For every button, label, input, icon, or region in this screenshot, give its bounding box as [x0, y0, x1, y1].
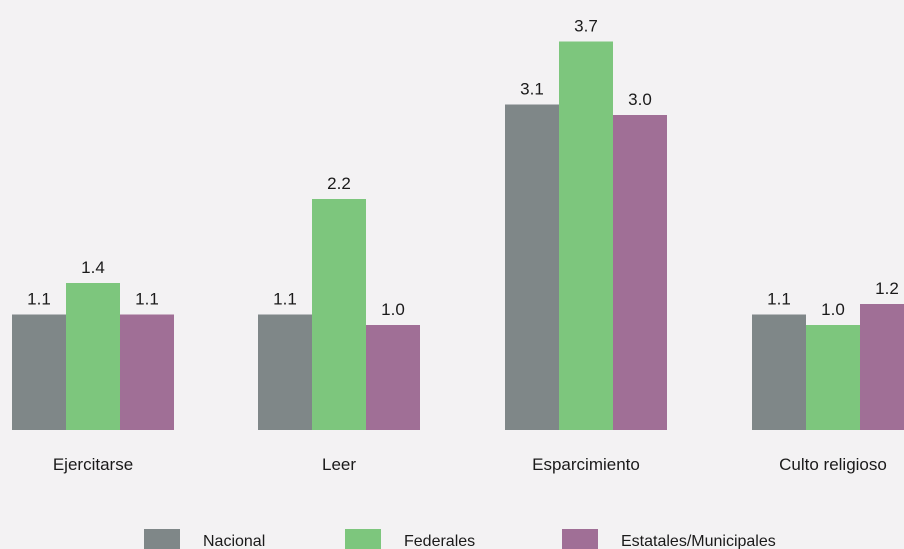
bar-ejercitarse-federales: [66, 283, 120, 430]
category-label: Ejercitarse: [53, 455, 133, 474]
bar-culto-religioso-federales: [806, 325, 860, 430]
bar-culto-religioso-estatales-municipales: [860, 304, 904, 430]
value-label: 3.0: [628, 90, 652, 109]
legend-swatch-nacional: [144, 529, 180, 549]
bar-esparcimiento-nacional: [505, 104, 559, 430]
category-label: Culto religioso: [779, 455, 887, 474]
value-label: 1.1: [135, 290, 159, 309]
value-label: 1.0: [821, 300, 845, 319]
bar-leer-nacional: [258, 314, 312, 430]
value-label: 1.1: [27, 290, 51, 309]
legend-label: Nacional: [203, 533, 265, 549]
bar-leer-federales: [312, 199, 366, 430]
legend: Nacional Federales Estatales/Municipales: [144, 529, 776, 549]
bar-culto-religioso-nacional: [752, 314, 806, 430]
value-label: 3.1: [520, 80, 544, 99]
legend-swatch-estatales-municipales: [562, 529, 598, 549]
category-labels-group: Ejercitarse Leer Esparcimiento Culto religi…: [53, 455, 887, 474]
legend-label: Estatales/Municipales: [621, 533, 776, 549]
value-label: 1.4: [81, 258, 105, 277]
bar-ejercitarse-nacional: [12, 314, 66, 430]
legend-swatch-federales: [345, 529, 381, 549]
value-label: 1.0: [381, 300, 405, 319]
bar-esparcimiento-estatales-municipales: [613, 115, 667, 430]
value-label: 2.2: [327, 174, 351, 193]
value-label: 3.7: [574, 17, 598, 36]
bars-group: [12, 41, 904, 430]
bar-esparcimiento-federales: [559, 41, 613, 430]
bar-leer-estatales-municipales: [366, 325, 420, 430]
value-label: 1.1: [273, 290, 297, 309]
value-label: 1.1: [767, 290, 791, 309]
legend-label: Federales: [404, 533, 475, 549]
value-label: 1.2: [875, 279, 899, 298]
category-label: Leer: [322, 455, 356, 474]
category-label: Esparcimiento: [532, 455, 640, 474]
value-labels-group: 1.1 1.4 1.1 1.1 2.2 1.0 3.1 3.7 3.0 1.1 1.0 1.2: [27, 17, 899, 320]
bar-ejercitarse-estatales-municipales: [120, 314, 174, 430]
